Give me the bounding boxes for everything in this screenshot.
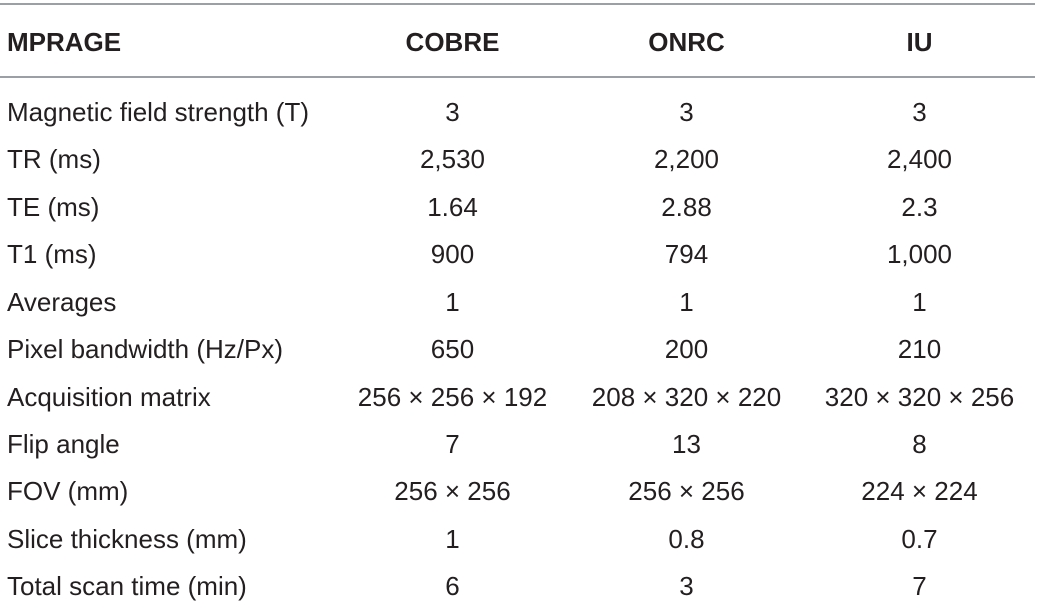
table-header-row: MPRAGE COBRE ONRC IU: [0, 18, 1035, 66]
header-cell-cobre: COBRE: [405, 27, 500, 57]
row-label: T1 (ms): [7, 238, 97, 269]
row-label: Averages: [7, 286, 117, 317]
table-header-rule: [0, 76, 1035, 78]
iu-value: 320 × 320 × 256: [824, 381, 1015, 412]
table-row: TE (ms) 1.64 2.88 2.3: [0, 183, 1035, 230]
cobre-value: 256 × 256: [394, 475, 511, 506]
onrc-value: 0.8: [668, 523, 705, 554]
onrc-value: 3: [679, 96, 694, 127]
row-label: Magnetic field strength (T): [7, 96, 310, 127]
cobre-value: 256 × 256 × 192: [357, 381, 548, 412]
iu-value: 2.3: [901, 191, 938, 222]
table-row: Pixel bandwidth (Hz/Px) 650 200 210: [0, 325, 1035, 372]
iu-value: 3: [912, 96, 927, 127]
cobre-value: 7: [445, 428, 460, 459]
header-cell-mprage: MPRAGE: [7, 27, 122, 57]
cobre-value: 1: [445, 286, 460, 317]
row-label: Flip angle: [7, 428, 120, 459]
iu-value: 7: [912, 570, 927, 601]
table-row: Averages 1 1 1: [0, 278, 1035, 325]
table-row: Flip angle 7 13 8: [0, 420, 1035, 467]
iu-value: 210: [897, 333, 942, 364]
row-label: FOV (mm): [7, 475, 129, 506]
iu-value: 224 × 224: [861, 475, 978, 506]
iu-value: 2,400: [886, 143, 953, 174]
row-label: TE (ms): [7, 191, 100, 222]
table-top-rule: [0, 3, 1035, 5]
table-row: TR (ms) 2,530 2,200 2,400: [0, 135, 1035, 182]
row-label: Pixel bandwidth (Hz/Px): [7, 333, 283, 364]
cobre-value: 6: [445, 570, 460, 601]
header-cell-onrc: ONRC: [648, 27, 725, 57]
iu-value: 8: [912, 428, 927, 459]
cobre-value: 650: [430, 333, 475, 364]
table-row: FOV (mm) 256 × 256 256 × 256 224 × 224: [0, 467, 1035, 514]
cobre-value: 1: [445, 523, 460, 554]
table-row: Acquisition matrix 256 × 256 × 192 208 ×…: [0, 373, 1035, 420]
cobre-value: 2,530: [419, 143, 486, 174]
cobre-value: 1.64: [427, 191, 478, 222]
header-cell-iu: IU: [906, 27, 933, 57]
row-label: Acquisition matrix: [7, 381, 211, 412]
cobre-value: 900: [430, 238, 475, 269]
cobre-value: 3: [445, 96, 460, 127]
row-label: Total scan time (min): [7, 570, 247, 601]
onrc-value: 2,200: [653, 143, 720, 174]
onrc-value: 2.88: [661, 191, 712, 222]
onrc-value: 3: [679, 570, 694, 601]
onrc-value: 208 × 320 × 220: [591, 381, 782, 412]
table-row: Magnetic field strength (T) 3 3 3: [0, 88, 1035, 135]
onrc-value: 794: [664, 238, 709, 269]
table-row: Slice thickness (mm) 1 0.8 0.7: [0, 515, 1035, 562]
onrc-value: 1: [679, 286, 694, 317]
row-label: TR (ms): [7, 143, 101, 174]
onrc-value: 200: [664, 333, 709, 364]
onrc-value: 13: [672, 428, 701, 459]
onrc-value: 256 × 256: [628, 475, 745, 506]
iu-value: 1,000: [886, 238, 953, 269]
row-label: Slice thickness (mm): [7, 523, 247, 554]
iu-value: 1: [912, 286, 927, 317]
table-row: Total scan time (min) 6 3 7: [0, 562, 1035, 609]
table-row: T1 (ms) 900 794 1,000: [0, 230, 1035, 277]
iu-value: 0.7: [901, 523, 938, 554]
